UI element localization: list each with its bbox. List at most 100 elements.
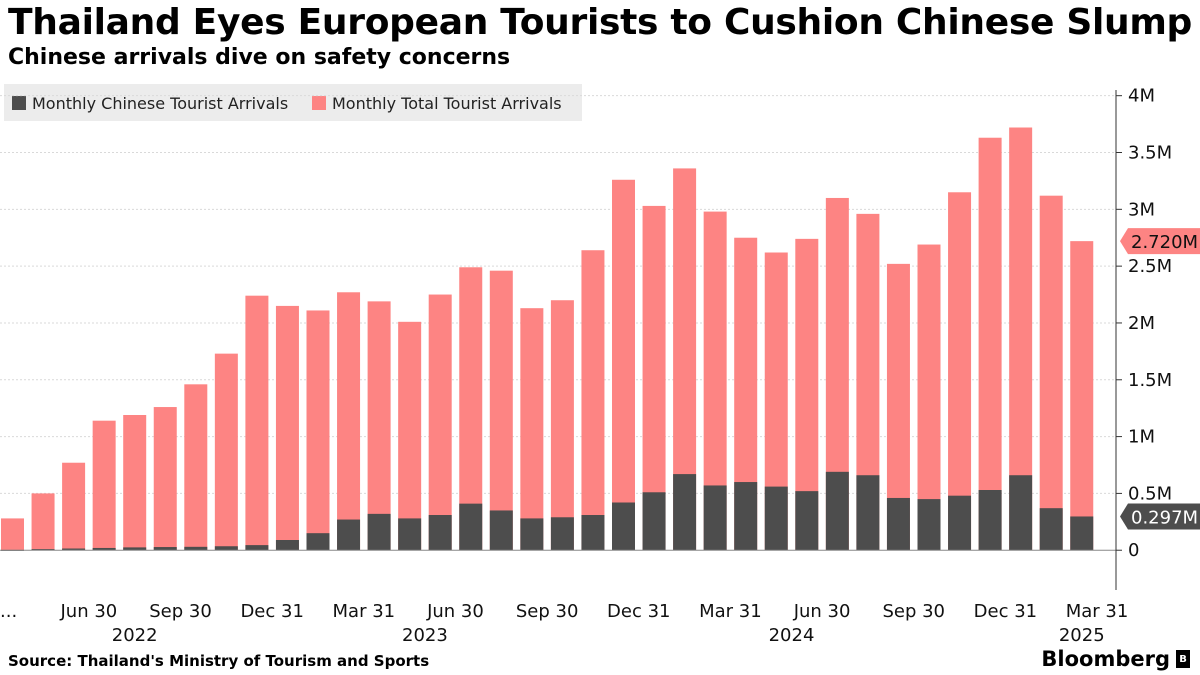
bar-chinese-2024-04 [764, 486, 788, 551]
legend-item-total: Monthly Total Tourist Arrivals [312, 93, 562, 113]
x-tick-label-8: Mar 31 [699, 601, 762, 622]
bar-total-2024-04 [764, 252, 788, 551]
bar-chinese-2024-02 [703, 485, 727, 551]
chart-legend: Monthly Chinese Tourist Arrivals Monthly… [4, 84, 582, 121]
x-tick-label-4: Mar 31 [333, 601, 396, 622]
bar-chinese-2024-03 [734, 482, 758, 551]
legend-swatch-chinese [12, 96, 26, 110]
source-note: Source: Thailand's Ministry of Tourism a… [8, 652, 430, 670]
bar-chinese-2023-06 [459, 503, 483, 551]
y-tick-label-0: 4M [1128, 86, 1155, 107]
brand-name: Bloomberg [1041, 647, 1170, 671]
year-label-2025: 2025 [1059, 625, 1105, 646]
x-tick-label-2: Sep 30 [149, 601, 212, 622]
bar-total-2025-01 [1039, 195, 1063, 551]
y-tick-label-4: 2M [1128, 313, 1155, 334]
bar-total-2024-02 [703, 211, 727, 551]
bar-total-2023-11 [612, 179, 635, 551]
bar-chinese-2024-09 [917, 499, 941, 551]
bar-total-2022-04 [31, 493, 55, 551]
bar-total-2022-03 [1, 518, 24, 551]
bar-chinese-2024-01 [673, 474, 697, 551]
legend-label-chinese: Monthly Chinese Tourist Arrivals [32, 93, 289, 113]
bar-total-2023-12 [642, 205, 666, 551]
bar-total-2022-10 [214, 353, 238, 551]
bar-chinese-2023-04 [398, 518, 422, 551]
bar-total-2024-01 [673, 168, 697, 551]
x-tick-label-7: Dec 31 [607, 601, 670, 622]
legend-label-total: Monthly Total Tourist Arrivals [332, 93, 562, 113]
x-tick-label-12: Mar 31 [1066, 601, 1129, 622]
legend-swatch-total [312, 96, 326, 110]
x-tick-label-1: Jun 30 [59, 601, 117, 622]
bar-chinese-2022-08 [153, 547, 177, 551]
bar-chinese-2023-01 [306, 533, 330, 551]
bar-chinese-2022-09 [184, 546, 208, 551]
year-label-2023: 2023 [402, 625, 448, 646]
bar-total-2022-07 [123, 415, 147, 551]
y-tick-label-7: 0.5M [1128, 483, 1172, 504]
last-value-chinese-label: 0.297M [1131, 507, 1198, 528]
bar-total-2024-07 [856, 213, 880, 551]
bar-chinese-2023-10 [581, 515, 605, 551]
bar-chinese-2022-12 [275, 540, 299, 551]
bar-total-2024-09 [917, 244, 941, 551]
bars-group [1, 127, 1094, 551]
bar-total-2024-06 [825, 197, 849, 551]
bar-chinese-2022-04 [31, 549, 55, 551]
bar-total-2022-09 [184, 384, 208, 551]
bar-total-2024-08 [886, 263, 910, 551]
bar-chinese-2025-01 [1039, 508, 1063, 551]
last-value-total-label: 2.720M [1131, 232, 1198, 253]
bar-total-2022-11 [245, 295, 269, 551]
bar-total-2024-11 [978, 137, 1002, 551]
bar-total-2023-01 [306, 310, 330, 551]
bar-total-2024-05 [795, 238, 819, 551]
bar-total-2023-10 [581, 250, 605, 551]
bar-chinese-2023-05 [428, 515, 452, 551]
year-label-2024: 2024 [769, 625, 815, 646]
bar-chinese-2025-02 [1070, 516, 1094, 551]
bar-chinese-2023-09 [550, 517, 574, 551]
y-tick-label-5: 1.5M [1128, 370, 1172, 391]
bar-chinese-2024-07 [856, 475, 880, 551]
x-tick-label-3: Dec 31 [240, 601, 303, 622]
bar-chinese-2024-06 [825, 471, 849, 551]
bar-chinese-2024-12 [1009, 475, 1033, 551]
x-tick-label-5: Jun 30 [426, 601, 484, 622]
y-tick-label-6: 1M [1128, 427, 1155, 448]
bar-chinese-2022-10 [214, 546, 238, 551]
legend-item-chinese: Monthly Chinese Tourist Arrivals [12, 93, 288, 113]
y-tick-label-8: 0 [1128, 540, 1139, 561]
bar-chinese-2024-08 [886, 497, 910, 551]
bar-chinese-2023-03 [367, 513, 391, 551]
bar-chinese-2022-11 [245, 545, 269, 551]
bar-chinese-2024-11 [978, 490, 1002, 551]
bar-total-2024-10 [948, 192, 972, 551]
bar-chinese-2023-08 [520, 518, 544, 551]
bar-total-2023-06 [459, 267, 483, 551]
bloomberg-logo: Bloomberg B [1041, 647, 1190, 671]
bar-total-2024-12 [1009, 127, 1033, 551]
chart-subtitle: Chinese arrivals dive on safety concerns [8, 45, 511, 70]
tick-labels: 4M 3.5M 3M 2.5M 2M 1.5M 1M 0.5M 0 2.720M 0.297M...… [0, 86, 1200, 646]
x-tick-label-10: Sep 30 [882, 601, 945, 622]
axes [0, 90, 1122, 590]
bar-chinese-2022-06 [92, 547, 116, 551]
last-value-chinese-box [1120, 503, 1200, 530]
bar-total-2024-03 [734, 237, 758, 551]
bar-total-2023-08 [520, 308, 544, 551]
bar-total-2023-05 [428, 294, 452, 551]
bar-chinese-2023-02 [337, 519, 361, 551]
bar-chinese-2023-11 [612, 502, 635, 551]
bar-total-2023-09 [550, 300, 574, 551]
bar-chinese-2024-10 [948, 495, 972, 551]
bar-total-2022-08 [153, 407, 177, 551]
bar-total-2023-02 [337, 292, 361, 551]
bar-total-2025-02 [1070, 241, 1094, 551]
bar-chinese-2022-07 [123, 547, 147, 551]
y-tick-label-3: 2.5M [1128, 256, 1172, 277]
x-tick-label-0: ... [0, 601, 17, 622]
bar-chinese-2023-07 [489, 510, 513, 551]
